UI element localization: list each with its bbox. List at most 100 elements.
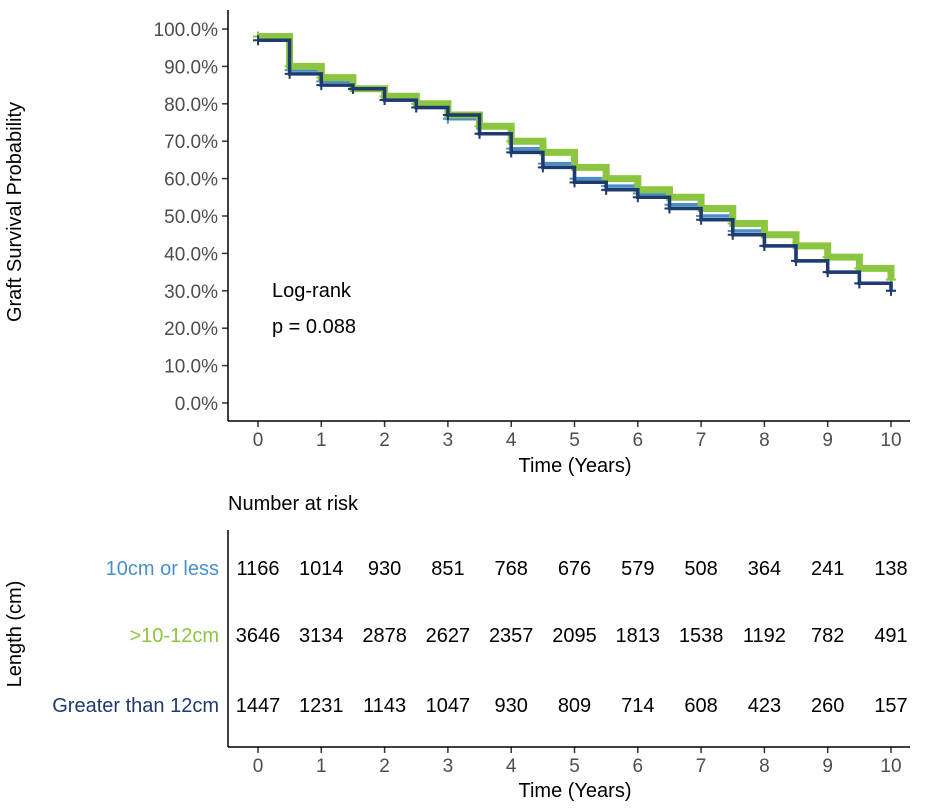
censor-mark (253, 35, 263, 46)
censor-mark (727, 229, 738, 240)
risk-cell: 608 (684, 695, 717, 717)
risk-cell: 2627 (426, 625, 471, 647)
x-tick-label: 0 (253, 756, 264, 777)
y-tick-label: 10.0% (164, 357, 218, 378)
x-tick-label: 6 (633, 756, 644, 777)
x-tick-label: 0 (253, 430, 264, 451)
x-tick-label: 8 (759, 756, 770, 777)
x-tick-label: 1 (316, 430, 327, 451)
x-axis-title: Time (Years) (519, 455, 632, 477)
censor-mark (284, 68, 295, 79)
x-tick-label: 5 (569, 430, 580, 451)
x-tick-label: 7 (696, 756, 707, 777)
logrank-pvalue: p = 0.088 (272, 316, 356, 338)
x-tick-label: 9 (822, 430, 833, 451)
risk-cell: 1192 (743, 625, 786, 647)
censor-mark (632, 192, 643, 203)
censor-mark (886, 285, 896, 296)
risk-x-axis-title: Time (Years) (519, 780, 632, 802)
censor-mark (411, 102, 422, 113)
y-tick-label: 30.0% (164, 282, 218, 303)
risk-cell: 930 (495, 695, 528, 717)
x-tick-label: 9 (822, 756, 833, 777)
censor-mark (759, 240, 770, 251)
series-group (253, 35, 896, 296)
x-tick-label: 3 (443, 756, 454, 777)
risk-cell: 768 (495, 558, 528, 580)
x-tick-label: 2 (379, 430, 390, 451)
survival-plot-panel: Graft Survival Probability Time (Years) … (4, 10, 910, 477)
risk-cell: 3134 (299, 625, 344, 647)
risk-cell: 676 (558, 558, 591, 580)
censor-mark (379, 95, 390, 106)
x-tick-label: 10 (880, 430, 901, 451)
risk-cell: 157 (874, 695, 907, 717)
censor-mark (854, 278, 865, 289)
x-axis-ticks: 0 1 2 3 4 5 6 7 8 9 10 (253, 421, 902, 451)
censor-mark (696, 214, 707, 225)
x-tick-label: 3 (443, 430, 454, 451)
censor-mark (791, 255, 802, 266)
series-group (253, 31, 896, 285)
censor-mark (601, 184, 612, 195)
risk-cell: 364 (748, 558, 781, 580)
risk-cell: 1047 (426, 695, 471, 717)
risk-cell: 1813 (616, 625, 661, 647)
censor-mark (442, 110, 453, 121)
risk-cell: 1143 (363, 695, 406, 717)
risk-row-label: 10cm or less (106, 558, 219, 580)
survival-curves (253, 31, 896, 296)
risk-row-label: >10-12cm (130, 625, 220, 647)
logrank-label: Log-rank (272, 280, 352, 302)
x-tick-label: 2 (379, 756, 390, 777)
y-tick-label: 90.0% (164, 57, 218, 78)
y-tick-label: 20.0% (164, 319, 218, 340)
risk-cell: 2357 (489, 625, 534, 647)
x-tick-label: 10 (880, 756, 901, 777)
censor-mark (822, 267, 833, 278)
risk-cell: 1538 (679, 625, 724, 647)
risk-cell: 851 (431, 558, 464, 580)
x-tick-label: 4 (506, 430, 517, 451)
risk-table-rows: 10cm or less 1166 1014 930 851 768 676 579 508 36… (52, 558, 907, 717)
risk-cell: 2095 (552, 625, 597, 647)
censor-mark (506, 147, 517, 158)
risk-cell: 1231 (299, 695, 344, 717)
x-tick-label: 5 (569, 756, 580, 777)
censor-mark (316, 80, 327, 91)
risk-table-title: Number at risk (228, 493, 359, 515)
risk-row-label: Greater than 12cm (52, 695, 219, 717)
risk-cell: 508 (684, 558, 717, 580)
risk-cell: 491 (874, 625, 907, 647)
censor-mark (664, 203, 675, 214)
risk-cell: 3646 (236, 625, 281, 647)
y-axis-ticks: 0.0% 10.0% 20.0% 30.0% 40.0% 50.0% 60.0% 70.0% 8… (154, 20, 228, 415)
number-at-risk-panel: Number at risk Length (cm) Time (Years) … (4, 493, 910, 802)
censor-mark (347, 83, 358, 94)
risk-row: >10-12cm 3646 3134 2878 2627 2357 2095 1813 1538… (130, 625, 908, 647)
risk-cell: 2878 (362, 625, 407, 647)
x-tick-label: 8 (759, 430, 770, 451)
risk-cell: 1447 (236, 695, 281, 717)
x-tick-label: 7 (696, 430, 707, 451)
y-tick-label: 60.0% (164, 170, 218, 191)
risk-cell: 241 (811, 558, 844, 580)
risk-cell: 138 (874, 558, 907, 580)
y-tick-label: 50.0% (164, 207, 218, 228)
risk-row: Greater than 12cm 1447 1231 1143 1047 930 809 7… (52, 695, 907, 717)
risk-cell: 782 (811, 625, 844, 647)
censor-mark (569, 177, 580, 188)
censor-mark (474, 128, 485, 139)
x-tick-label: 4 (506, 756, 517, 777)
risk-cell: 1014 (299, 558, 344, 580)
x-tick-label: 1 (316, 756, 327, 777)
risk-x-axis-ticks: 0 1 2 3 4 5 6 7 8 9 10 (253, 747, 902, 777)
censor-mark (537, 162, 548, 173)
risk-row: 10cm or less 1166 1014 930 851 768 676 579 508 36… (106, 558, 908, 580)
risk-cell: 1166 (236, 558, 279, 580)
y-tick-label: 100.0% (154, 20, 219, 41)
y-tick-label: 0.0% (175, 394, 218, 415)
risk-cell: 714 (621, 695, 654, 717)
y-axis-title: Graft Survival Probability (4, 102, 26, 322)
